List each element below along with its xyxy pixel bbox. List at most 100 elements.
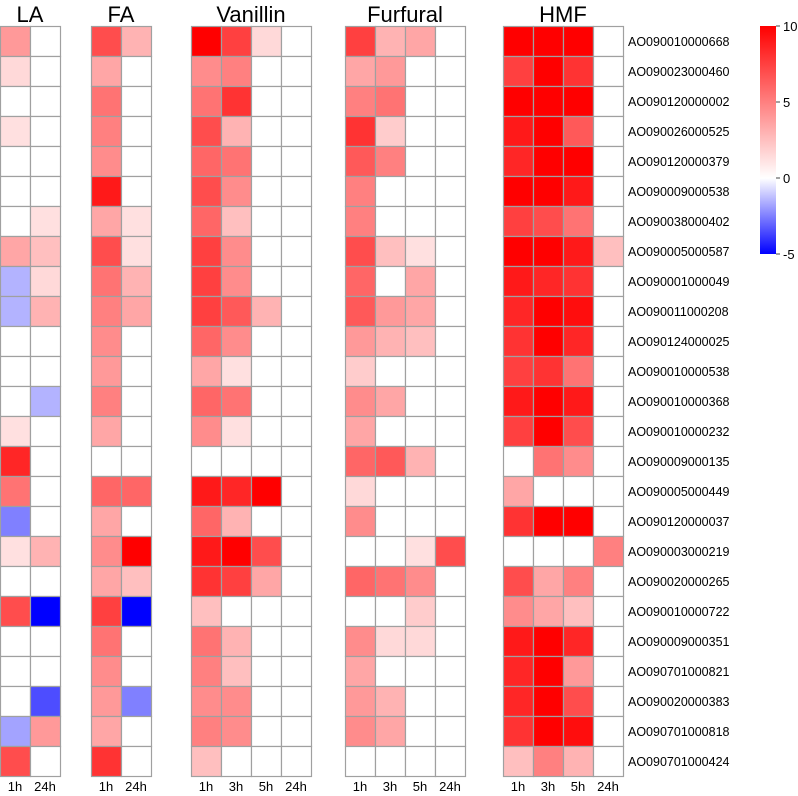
heatmap-cell bbox=[29, 85, 62, 118]
heatmap-cell bbox=[502, 415, 535, 448]
heatmap-cell bbox=[592, 415, 625, 448]
heatmap-cell bbox=[532, 115, 565, 148]
heatmap-cell bbox=[250, 235, 283, 268]
heatmap-cell bbox=[434, 145, 467, 178]
heatmap-cell bbox=[344, 235, 377, 268]
heatmap-cell bbox=[190, 25, 223, 58]
heatmap-cell bbox=[0, 205, 32, 238]
heatmap-cell bbox=[592, 595, 625, 628]
heatmap-cell bbox=[90, 535, 123, 568]
color-bar-tick-label: 10 bbox=[783, 19, 797, 34]
heatmap-cell bbox=[250, 625, 283, 658]
heatmap-cell bbox=[434, 685, 467, 718]
row-label: AO090005000449 bbox=[628, 485, 730, 499]
heatmap-cell bbox=[592, 235, 625, 268]
row-label: AO090010000538 bbox=[628, 365, 730, 379]
heatmap-cell bbox=[120, 265, 153, 298]
heatmap-cell bbox=[220, 55, 253, 88]
heatmap-cell bbox=[532, 295, 565, 328]
heatmap-cell bbox=[90, 265, 123, 298]
heatmap-cell bbox=[434, 25, 467, 58]
heatmap-cell bbox=[434, 355, 467, 388]
heatmap-cell bbox=[120, 25, 153, 58]
heatmap-cell bbox=[344, 685, 377, 718]
heatmap-cell bbox=[592, 535, 625, 568]
heatmap-cell bbox=[120, 685, 153, 718]
heatmap-cell bbox=[29, 595, 62, 628]
heatmap-cell bbox=[120, 145, 153, 178]
heatmap-cell bbox=[344, 445, 377, 478]
heatmap-cell bbox=[29, 235, 62, 268]
heatmap-cell bbox=[220, 625, 253, 658]
heatmap-cell bbox=[0, 265, 32, 298]
heatmap-cell bbox=[220, 505, 253, 538]
heatmap-cell bbox=[404, 475, 437, 508]
heatmap-cell bbox=[502, 55, 535, 88]
heatmap-cell bbox=[280, 25, 313, 58]
row-label: AO090003000219 bbox=[628, 545, 730, 559]
heatmap-cell bbox=[592, 625, 625, 658]
heatmap-cell bbox=[29, 535, 62, 568]
heatmap-cell bbox=[190, 505, 223, 538]
heatmap-cell bbox=[532, 685, 565, 718]
heatmap-cell bbox=[502, 355, 535, 388]
heatmap-cell bbox=[120, 475, 153, 508]
row-label: AO090001000049 bbox=[628, 275, 730, 289]
heatmap-cell bbox=[502, 745, 535, 778]
heatmap-cell bbox=[344, 115, 377, 148]
heatmap-cell bbox=[562, 655, 595, 688]
heatmap-cell bbox=[190, 325, 223, 358]
heatmap-cell bbox=[374, 655, 407, 688]
heatmap-cell bbox=[280, 535, 313, 568]
heatmap-cell bbox=[434, 595, 467, 628]
heatmap-cell bbox=[90, 655, 123, 688]
column-label: 1h bbox=[353, 779, 367, 794]
heatmap-cell bbox=[250, 385, 283, 418]
heatmap-cell bbox=[90, 685, 123, 718]
heatmap-cell bbox=[250, 715, 283, 748]
heatmap-cell bbox=[562, 565, 595, 598]
heatmap-cell bbox=[190, 355, 223, 388]
heatmap-cell bbox=[434, 445, 467, 478]
heatmap-cell bbox=[0, 25, 32, 58]
column-label: 3h bbox=[383, 779, 397, 794]
heatmap-cell bbox=[220, 385, 253, 418]
heatmap-cell bbox=[404, 745, 437, 778]
heatmap-cell bbox=[502, 85, 535, 118]
column-label: 1h bbox=[8, 779, 22, 794]
heatmap-cell bbox=[374, 85, 407, 118]
heatmap-cell bbox=[190, 115, 223, 148]
heatmap-cell bbox=[502, 205, 535, 238]
heatmap-cell bbox=[90, 205, 123, 238]
heatmap-cell bbox=[190, 475, 223, 508]
heatmap-cell bbox=[374, 715, 407, 748]
heatmap-cell bbox=[404, 535, 437, 568]
heatmap-cell bbox=[250, 505, 283, 538]
row-label: AO090009000538 bbox=[628, 185, 730, 199]
heatmap-cell bbox=[250, 205, 283, 238]
heatmap-cell bbox=[562, 295, 595, 328]
heatmap-cell bbox=[220, 145, 253, 178]
row-label: AO090120000002 bbox=[628, 95, 730, 109]
row-label: AO090020000383 bbox=[628, 695, 730, 709]
heatmap-cell bbox=[374, 475, 407, 508]
heatmap-cell bbox=[502, 175, 535, 208]
heatmap-cell bbox=[90, 715, 123, 748]
row-label: AO090010000668 bbox=[628, 35, 730, 49]
heatmap-cell bbox=[532, 655, 565, 688]
heatmap-cell bbox=[502, 595, 535, 628]
heatmap-cell bbox=[0, 745, 32, 778]
heatmap-cell bbox=[220, 25, 253, 58]
heatmap-cell bbox=[532, 55, 565, 88]
heatmap-cell bbox=[90, 475, 123, 508]
heatmap-cell bbox=[502, 475, 535, 508]
heatmap-cell bbox=[404, 85, 437, 118]
heatmap-cell bbox=[280, 205, 313, 238]
heatmap-cell bbox=[0, 595, 32, 628]
heatmap-cell bbox=[374, 445, 407, 478]
heatmap-cell bbox=[374, 25, 407, 58]
heatmap-cell bbox=[90, 745, 123, 778]
heatmap-cell bbox=[0, 145, 32, 178]
heatmap-cell bbox=[592, 265, 625, 298]
heatmap-cell bbox=[502, 385, 535, 418]
